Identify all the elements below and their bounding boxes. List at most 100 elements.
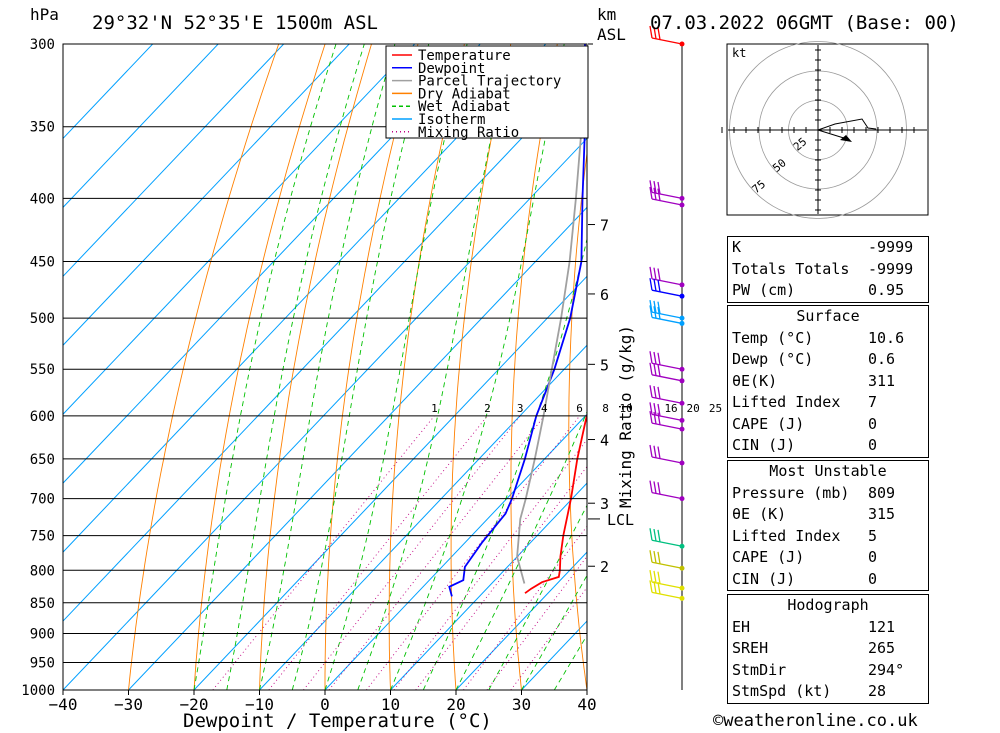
mixing-ratio-labels: 1 2 3 4 6 8 10 16 20 25 xyxy=(431,402,722,415)
lcl-label: LCL xyxy=(607,511,634,529)
dry-adiabat-line xyxy=(929,26,1000,690)
wind-barb-shaft xyxy=(651,581,683,589)
wind-barb-flag xyxy=(649,305,653,318)
wind-barb xyxy=(649,480,683,500)
wind-barb-flag xyxy=(649,402,653,415)
wind-barb xyxy=(649,385,683,404)
wind-barb-flag xyxy=(653,481,657,494)
wind-barb-flag xyxy=(657,306,661,320)
mixing-ratio-label: 2 xyxy=(484,402,491,415)
wind-barb-shaft xyxy=(651,396,683,404)
surface-label: CAPE (J) xyxy=(732,414,805,433)
mixing-ratio-line xyxy=(303,415,521,690)
indices-top-table: K -9999 Totals Totals -9999 PW (cm) 0.95 xyxy=(727,236,929,303)
background-lines xyxy=(63,26,1000,690)
surface-row: CIN (J) 0 xyxy=(728,435,928,457)
temperature-tick-label: 0 xyxy=(320,695,330,714)
dry-adiabat-line xyxy=(450,44,512,690)
temperature-axis: −40 −30 −20 −10 0 10 20 30 40 xyxy=(49,690,597,714)
mu-row: CAPE (J) 0 xyxy=(728,547,928,569)
surface-value: 0.6 xyxy=(868,350,896,368)
surface-value: 10.6 xyxy=(868,328,905,347)
wind-barb-flag xyxy=(653,581,657,594)
wind-barb-flag xyxy=(653,411,657,425)
wind-barb-shaft xyxy=(651,198,683,206)
wet-adiabat-line xyxy=(193,44,337,690)
index-row-totals: Totals Totals -9999 xyxy=(728,259,928,281)
isotherm-line xyxy=(63,44,154,140)
wind-barb-flag xyxy=(657,181,661,195)
hodograph-kt-label: kt xyxy=(732,46,746,60)
temperature-tick-label: −20 xyxy=(180,695,209,714)
wind-barb-shaft xyxy=(651,591,683,599)
wind-barb-shaft xyxy=(651,311,683,319)
hodograph-ring-label: 75 xyxy=(750,178,769,196)
hodo-label: StmDir xyxy=(732,660,787,679)
mu-row: θE (K) 315 xyxy=(728,504,928,526)
wind-barb-flag xyxy=(649,25,653,39)
mixing-ratio-label: 10 xyxy=(620,402,633,415)
isotherm-line xyxy=(324,413,587,690)
wind-barb-flag xyxy=(653,267,657,280)
wind-barb-flag xyxy=(649,550,653,563)
mixing-ratio-line xyxy=(212,415,435,690)
wind-barb xyxy=(649,351,683,370)
wind-barb-flag xyxy=(657,529,661,542)
legend-label: Wet Adiabat xyxy=(418,99,511,115)
surface-label: Temp (°C) xyxy=(732,328,814,347)
temperature-tick-label: −30 xyxy=(114,695,143,714)
pressure-tick-label: 350 xyxy=(30,120,55,136)
wind-barb-shaft xyxy=(651,491,683,500)
pressure-tick-label: 900 xyxy=(30,626,55,642)
wind-barb-flag xyxy=(653,570,657,583)
temperature-tick-label: 20 xyxy=(446,695,465,714)
wind-barb-flag xyxy=(649,351,653,364)
index-label: PW (cm) xyxy=(732,281,796,299)
wind-barb-shaft xyxy=(651,289,683,297)
hodograph-title: Hodograph xyxy=(787,596,869,614)
wet-adiabat-line xyxy=(422,237,587,690)
isotherm-line xyxy=(455,551,587,690)
wind-barb-flag xyxy=(649,385,653,398)
mu-value: 5 xyxy=(868,526,878,545)
wind-barb xyxy=(649,580,683,599)
temperature-tick-label: 30 xyxy=(512,695,531,714)
mu-label: CIN (J) xyxy=(732,569,796,588)
hodo-row: SREH 265 xyxy=(728,638,928,660)
mixing-ratio-label: 4 xyxy=(541,402,548,415)
hodo-row: EH 121 xyxy=(728,617,928,639)
credit-link[interactable]: ©weatheronline.co.uk xyxy=(713,711,918,731)
surface-value: 0 xyxy=(868,436,878,454)
wind-barb-flag xyxy=(657,446,661,459)
mixing-ratio-line xyxy=(510,586,587,690)
datetime-title: 07.03.2022 06GMT (Base: 00) xyxy=(650,12,959,34)
wind-barb-flag xyxy=(649,278,653,291)
legend-label: Temperature xyxy=(418,48,511,64)
hodo-value: 294° xyxy=(868,660,905,679)
index-value: -9999 xyxy=(868,238,914,256)
hodo-value: 265 xyxy=(868,639,896,657)
wind-barb-flag xyxy=(657,279,661,292)
wind-barb-flag xyxy=(649,180,653,193)
asl-label: ASL xyxy=(597,25,626,44)
index-label: K xyxy=(732,238,742,256)
most-unstable-table: Most Unstable Pressure (mb) 809 θE (K) 315… xyxy=(727,460,929,591)
isotherm-line xyxy=(63,44,219,209)
legend-label: Dry Adiabat xyxy=(418,86,511,102)
isotherm-line xyxy=(128,206,587,690)
height-tick-label: 7 xyxy=(600,217,609,235)
wind-barb xyxy=(649,528,683,547)
location-title: 29°32'N 52°35'E 1500m ASL xyxy=(92,12,378,34)
temperature-tick-label: −10 xyxy=(245,695,274,714)
hodo-row: StmSpd (kt) 28 xyxy=(728,681,928,703)
surface-label: Dewp (°C) xyxy=(732,350,814,368)
wind-barb xyxy=(649,266,683,286)
wind-barb-flag xyxy=(653,550,657,564)
wind-barb-flag xyxy=(653,363,657,376)
plot-frame xyxy=(62,43,588,691)
surface-table: Surface Temp (°C) 10.6 Dewp (°C) 0.6 θE(K)… xyxy=(727,305,929,458)
wind-barb-flag xyxy=(649,411,653,424)
wind-barb xyxy=(649,278,683,297)
